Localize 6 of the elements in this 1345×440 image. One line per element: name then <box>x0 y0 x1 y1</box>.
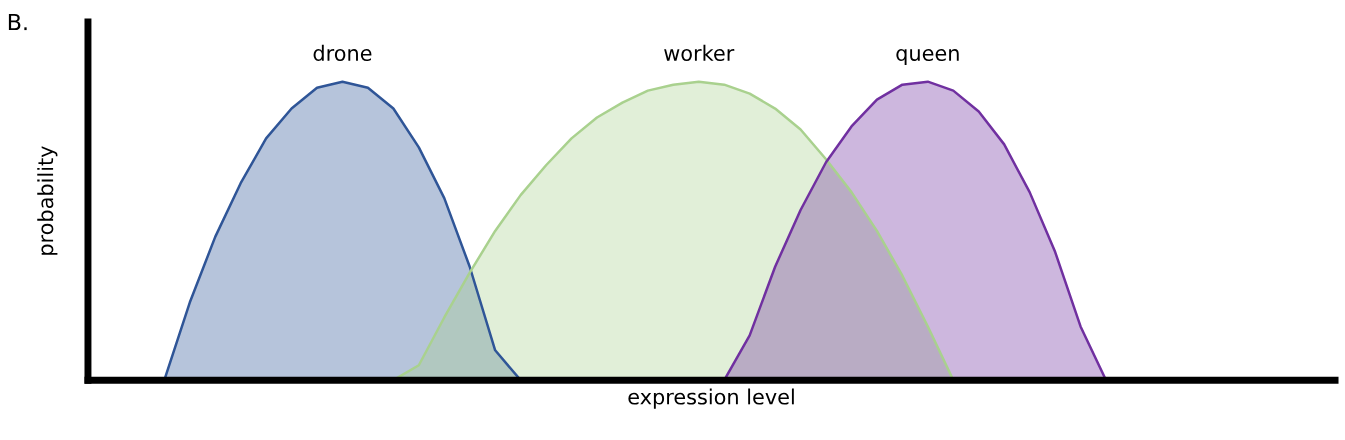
series-label: drone <box>313 44 372 61</box>
series-label: queen <box>896 49 959 66</box>
chart-title: B. <box>8 13 27 31</box>
y-axis-title: probability <box>37 146 58 255</box>
x-axis-title: expression level <box>628 388 794 409</box>
series-label: worker <box>664 44 735 61</box>
